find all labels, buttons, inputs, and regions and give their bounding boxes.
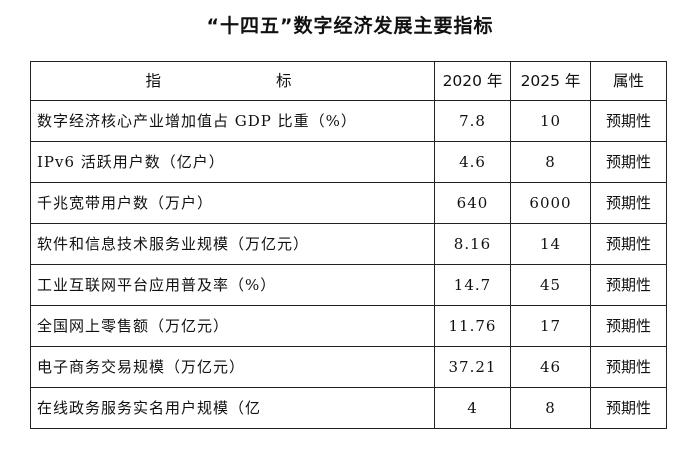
table-row: 工业互联网平台应用普及率（%） 14.7 45 预期性 [30,264,667,306]
indicator-cell: 电子商务交易规模（万亿元） [30,346,435,388]
table-row: 软件和信息技术服务业规模（万亿元） 8.16 14 预期性 [30,223,667,265]
table-row: 全国网上零售额（万亿元） 11.76 17 预期性 [30,305,667,347]
table-row: 在线政务服务实名用户规模（亿 4 8 预期性 [30,387,667,429]
value-2025-cell: 6000 [510,182,591,224]
indicator-cell: 工业互联网平台应用普及率（%） [30,264,435,306]
value-2025-cell: 10 [510,100,591,142]
value-2020-cell: 14.7 [434,264,511,306]
value-2020-cell: 7.8 [434,100,511,142]
indicators-table: 指 标 2020 年 2025 年 属性 数字经济核心产业增加值占 GDP 比重… [30,61,667,429]
value-2020-cell: 11.76 [434,305,511,347]
attribute-cell: 预期性 [590,182,667,224]
attribute-cell: 预期性 [590,223,667,265]
indicator-cell: IPv6 活跃用户数（亿户） [30,141,435,183]
value-2025-cell: 17 [510,305,591,347]
attribute-cell: 预期性 [590,346,667,388]
value-2020-cell: 8.16 [434,223,511,265]
table-header-row: 指 标 2020 年 2025 年 属性 [30,61,667,101]
attribute-cell: 预期性 [590,141,667,183]
value-2020-cell: 37.21 [434,346,511,388]
table-row: 数字经济核心产业增加值占 GDP 比重（%） 7.8 10 预期性 [30,100,667,142]
value-2025-cell: 8 [510,387,591,429]
attribute-cell: 预期性 [590,100,667,142]
value-2020-cell: 640 [434,182,511,224]
indicator-cell: 全国网上零售额（万亿元） [30,305,435,347]
value-2020-cell: 4 [434,387,511,429]
header-indicator: 指 标 [30,61,435,101]
attribute-cell: 预期性 [590,387,667,429]
indicator-cell: 软件和信息技术服务业规模（万亿元） [30,223,435,265]
value-2020-cell: 4.6 [434,141,511,183]
header-year-2025: 2025 年 [510,61,591,101]
attribute-cell: 预期性 [590,264,667,306]
header-attribute: 属性 [590,61,667,101]
indicator-cell: 千兆宽带用户数（万户） [30,182,435,224]
header-year-2020: 2020 年 [434,61,511,101]
table-row: IPv6 活跃用户数（亿户） 4.6 8 预期性 [30,141,667,183]
value-2025-cell: 45 [510,264,591,306]
value-2025-cell: 8 [510,141,591,183]
table-row: 电子商务交易规模（万亿元） 37.21 46 预期性 [30,346,667,388]
attribute-cell: 预期性 [590,305,667,347]
value-2025-cell: 14 [510,223,591,265]
indicator-cell: 数字经济核心产业增加值占 GDP 比重（%） [30,100,435,142]
table-row: 千兆宽带用户数（万户） 640 6000 预期性 [30,182,667,224]
document-title: “十四五”数字经济发展主要指标 [206,15,494,37]
indicator-cell: 在线政务服务实名用户规模（亿 [30,387,435,429]
value-2025-cell: 46 [510,346,591,388]
